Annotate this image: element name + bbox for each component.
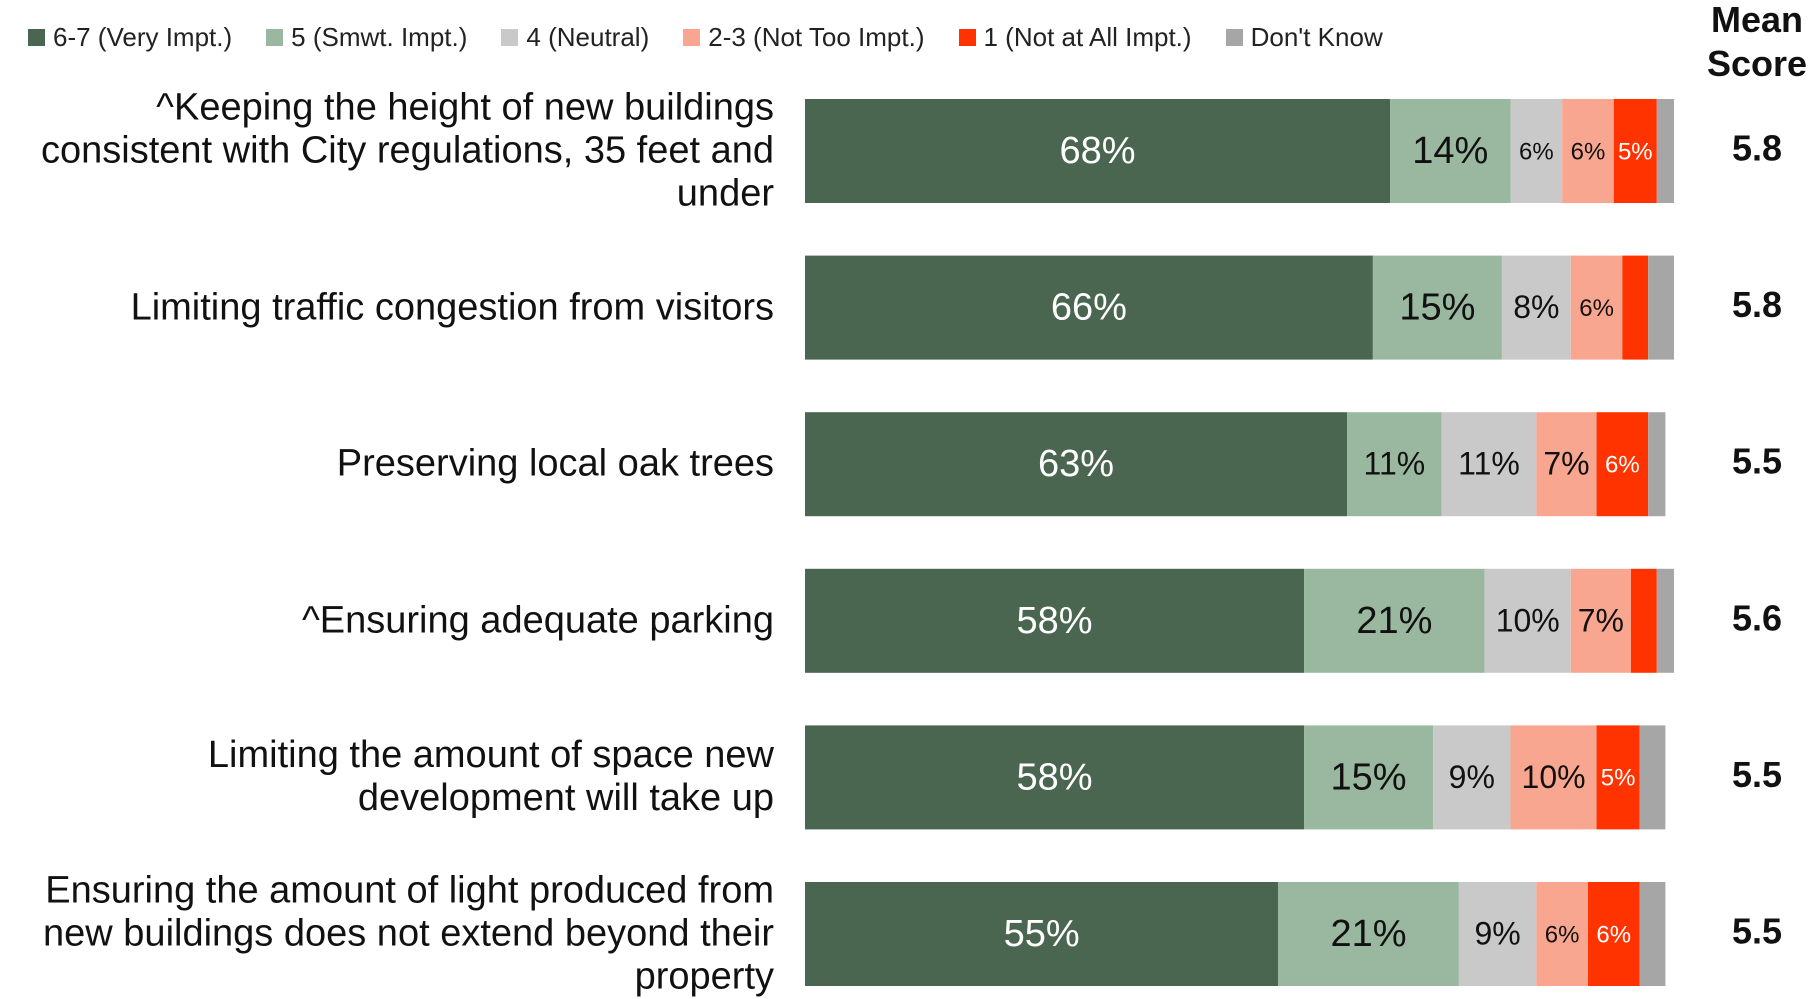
value-label: 21%: [1331, 913, 1407, 955]
legend-swatch: [28, 29, 45, 46]
category-label: Preserving local oak trees: [336, 442, 774, 485]
bar-segment: [1390, 99, 1511, 203]
bar-segment: [1484, 568, 1571, 673]
value-label: 11%: [1364, 446, 1426, 482]
legend-item: 5 (Smwt. Impt.): [266, 22, 467, 53]
category-label: ^Keeping the height of new buildings con…: [41, 86, 774, 215]
legend-swatch: [266, 29, 284, 46]
bar-segment: [1613, 99, 1657, 203]
value-label: 68%: [1060, 130, 1136, 172]
value-label: 7%: [1543, 446, 1589, 482]
value-label: 21%: [1356, 600, 1432, 642]
legend-item: 1 (Not at All Impt.): [958, 22, 1192, 53]
bar-segment: [805, 412, 1348, 517]
bar-segment: [1570, 568, 1631, 673]
value-label: 15%: [1331, 756, 1407, 798]
value-label: 63%: [1038, 443, 1114, 485]
legend-label: 6-7 (Very Impt.): [53, 22, 233, 52]
bar-segment: [1639, 882, 1666, 986]
category-label: ^Ensuring adequate parking: [301, 599, 774, 642]
legend-label: 5 (Smwt. Impt.): [291, 22, 468, 52]
bar-segment: [1630, 568, 1657, 673]
bar-segment: [1562, 99, 1614, 203]
bar-segment: [1278, 882, 1459, 986]
mean-score: 5.5: [1732, 911, 1782, 952]
bar-segment: [1441, 412, 1537, 517]
legend-item: 6-7 (Very Impt.): [28, 22, 232, 53]
bar-segment: [1656, 99, 1674, 203]
legend-label: Don't Know: [1250, 22, 1383, 52]
legend-item: Don't Know: [1225, 22, 1383, 53]
value-label: 6%: [1519, 138, 1554, 165]
value-label: 9%: [1474, 915, 1520, 951]
value-label: 7%: [1578, 602, 1624, 638]
bar-segment: [1501, 255, 1571, 360]
bar-segment: [1304, 725, 1434, 830]
mean-score: 5.8: [1732, 284, 1782, 325]
value-label: 55%: [1004, 913, 1080, 955]
legend-item: 4 (Neutral): [501, 22, 649, 53]
bar-segment: [1510, 99, 1563, 203]
bar-segment: [1570, 255, 1623, 360]
mean-score: 5.5: [1732, 441, 1782, 482]
value-label: 5%: [1618, 138, 1653, 165]
value-label: 6%: [1605, 452, 1640, 479]
bar-segment: [805, 882, 1279, 986]
value-label: 58%: [1016, 600, 1092, 642]
bar-segment: [1510, 725, 1597, 830]
value-label: 5%: [1601, 765, 1636, 792]
bar-segment: [1433, 725, 1511, 830]
legend-swatch: [1225, 29, 1243, 46]
bar-segment: [1648, 412, 1666, 517]
bar-segment: [1536, 412, 1597, 517]
category-label: Limiting the amount of space new develop…: [207, 734, 774, 820]
bar-segment: [1596, 412, 1649, 517]
legend-label: 1 (Not at All Impt.): [983, 22, 1192, 52]
value-label: 10%: [1522, 759, 1586, 795]
value-label: 6%: [1545, 921, 1580, 948]
bar-segment: [1372, 255, 1502, 360]
value-label: 6%: [1571, 138, 1606, 165]
bar-segment: [805, 725, 1305, 830]
legend-swatch: [501, 29, 519, 46]
category-label: Ensuring the amount of light produced fr…: [43, 869, 774, 998]
value-label: 6%: [1596, 921, 1631, 948]
value-label: 10%: [1496, 602, 1560, 638]
legend: 6-7 (Very Impt.) 5 (Smwt. Impt.) 4 (Neutra…: [28, 22, 1383, 53]
bar-segment: [1648, 255, 1674, 360]
bar-segment: [805, 568, 1305, 673]
category-label: Limiting traffic congestion from visitor…: [130, 286, 774, 329]
bar-segment: [1304, 568, 1485, 673]
bar-segment: [1639, 725, 1666, 830]
value-label: 15%: [1399, 287, 1475, 329]
bar-segment: [1536, 882, 1588, 986]
mean-score: 5.6: [1732, 597, 1782, 638]
value-label: 8%: [1513, 289, 1559, 325]
bar-segment: [805, 99, 1391, 203]
value-label: 14%: [1412, 130, 1488, 172]
bar-segment: [1656, 568, 1674, 673]
bar-segment: [1622, 255, 1649, 360]
bar-segment: [1596, 725, 1640, 830]
legend-label: 2-3 (Not Too Impt.): [708, 22, 925, 52]
legend-swatch: [958, 29, 976, 46]
legend-swatch: [683, 29, 701, 46]
bar-segment: [1458, 882, 1537, 986]
value-label: 6%: [1579, 295, 1614, 322]
bar-segment: [805, 255, 1373, 360]
value-label: 58%: [1016, 756, 1092, 798]
bar-segment: [1587, 882, 1640, 986]
value-label: 66%: [1051, 287, 1127, 329]
mean-score: 5.8: [1732, 128, 1782, 169]
bar-segment: [1347, 412, 1442, 517]
legend-item: 2-3 (Not Too Impt.): [683, 22, 925, 53]
mean-score: 5.5: [1732, 754, 1782, 795]
mean-header: Mean Score: [1706, 0, 1808, 84]
legend-label: 4 (Neutral): [526, 22, 650, 52]
value-label: 9%: [1449, 759, 1495, 795]
value-label: 11%: [1458, 446, 1520, 482]
